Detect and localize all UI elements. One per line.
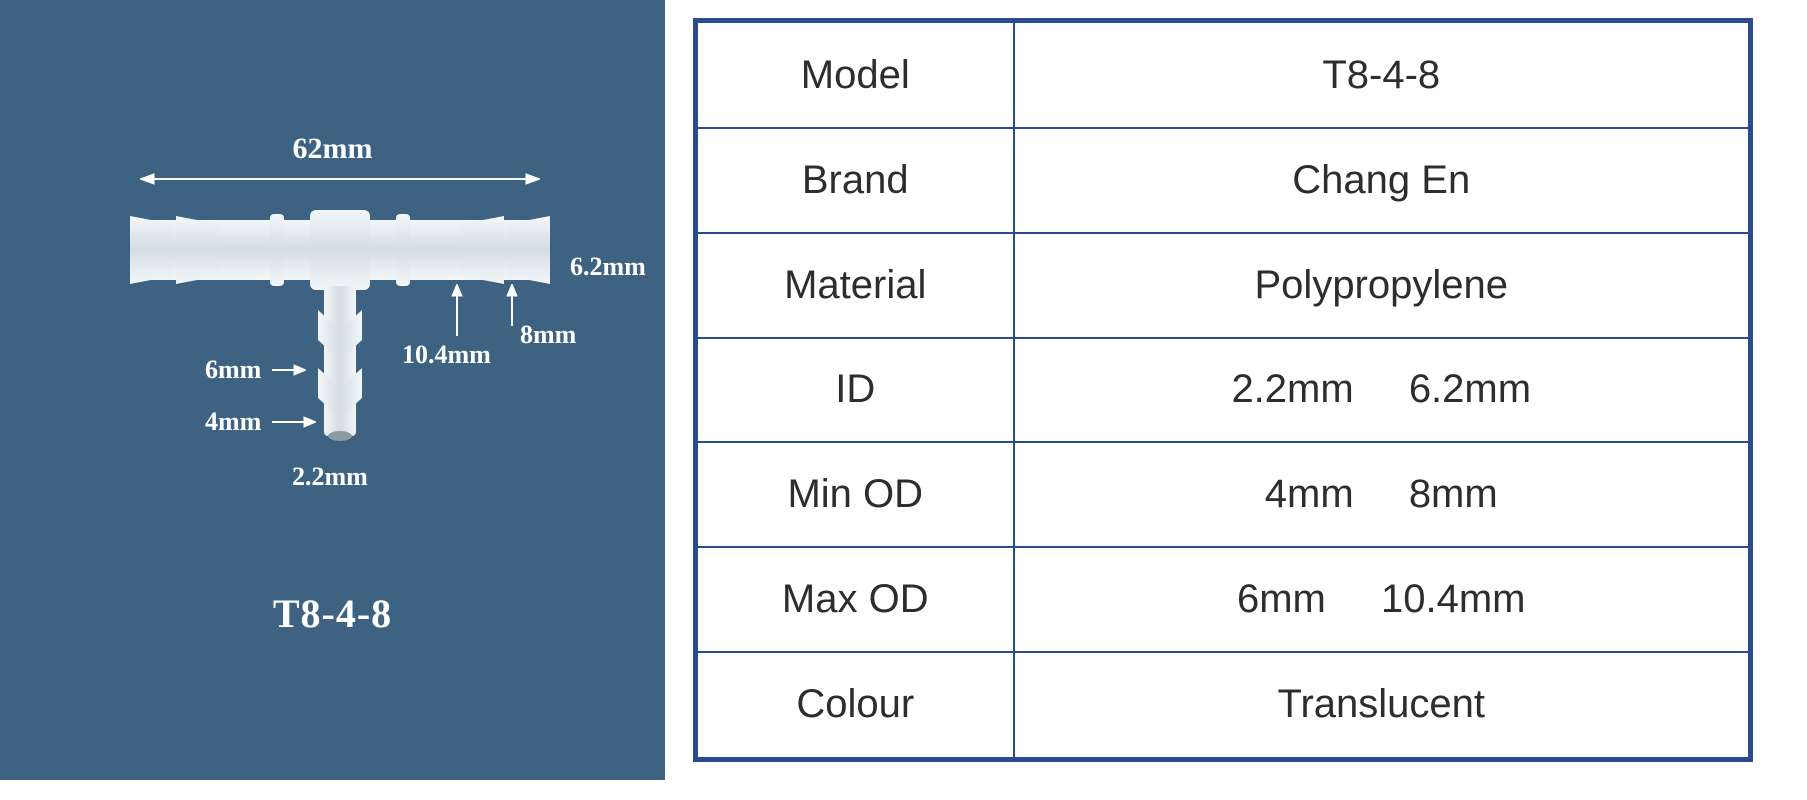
spec-key-material: Material: [696, 233, 1014, 338]
dim-branch-min-od: 4mm: [205, 407, 261, 437]
dim-branch-max-od: 6mm: [205, 355, 261, 385]
spec-val-id-a: 2.2mm: [1231, 367, 1353, 412]
table-row: Min OD 4mm 8mm: [696, 442, 1751, 547]
spec-val-minod-b: 8mm: [1409, 472, 1498, 517]
spec-val-model: T8-4-8: [1014, 21, 1751, 129]
dim-overall-length: 62mm: [0, 132, 665, 166]
spec-val-minod-a: 4mm: [1265, 472, 1354, 517]
arrow-overall-length: [140, 172, 540, 186]
table-row: Colour Translucent: [696, 652, 1751, 760]
table-row: Brand Chang En: [696, 128, 1751, 233]
spec-val-maxod-b: 10.4mm: [1381, 577, 1526, 622]
spec-val-id: 2.2mm 6.2mm: [1014, 338, 1751, 443]
arrow-branch-min-od: [272, 415, 316, 429]
spec-key-model: Model: [696, 21, 1014, 129]
spec-val-id-b: 6.2mm: [1409, 367, 1531, 412]
spec-key-brand: Brand: [696, 128, 1014, 233]
dim-main-max-od: 10.4mm: [402, 340, 491, 370]
spec-key-id: ID: [696, 338, 1014, 443]
spec-val-minod: 4mm 8mm: [1014, 442, 1751, 547]
t-fitting-icon: [110, 200, 570, 460]
spec-key-colour: Colour: [696, 652, 1014, 760]
arrow-main-max-od: [450, 284, 464, 340]
spec-panel: Model T8-4-8 Brand Chang En Material Pol…: [665, 0, 1773, 780]
spec-val-maxod-a: 6mm: [1237, 577, 1326, 622]
dim-main-id: 6.2mm: [570, 252, 646, 282]
spec-val-brand: Chang En: [1014, 128, 1751, 233]
table-row: ID 2.2mm 6.2mm: [696, 338, 1751, 443]
table-row: Max OD 6mm 10.4mm: [696, 547, 1751, 652]
diagram-panel: 62mm 6.2mm 8mm 10.4mm 6mm 4mm 2.2mm: [0, 0, 665, 780]
spec-val-maxod: 6mm 10.4mm: [1014, 547, 1751, 652]
diagram-model-label: T8-4-8: [0, 590, 665, 637]
spec-val-material: Polypropylene: [1014, 233, 1751, 338]
dim-branch-id: 2.2mm: [292, 462, 368, 492]
spec-key-maxod: Max OD: [696, 547, 1014, 652]
spec-val-colour: Translucent: [1014, 652, 1751, 760]
dim-main-min-od: 8mm: [520, 320, 576, 350]
table-row: Material Polypropylene: [696, 233, 1751, 338]
spec-key-minod: Min OD: [696, 442, 1014, 547]
arrow-main-min-od: [505, 284, 519, 330]
table-row: Model T8-4-8: [696, 21, 1751, 129]
arrow-branch-max-od: [272, 363, 306, 377]
spec-table: Model T8-4-8 Brand Chang En Material Pol…: [693, 18, 1753, 762]
